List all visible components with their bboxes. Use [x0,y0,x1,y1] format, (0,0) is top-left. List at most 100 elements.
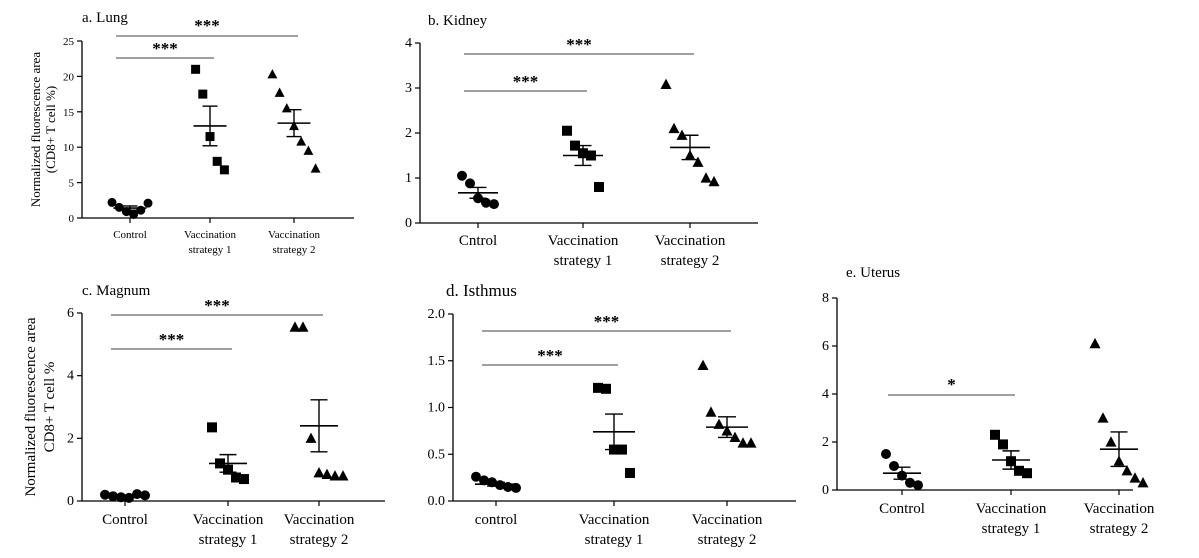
category-label: strategy 2 [272,244,315,256]
y-tick-label: 20 [63,71,75,83]
y-tick-label: 0.0 [428,494,446,509]
data-point [562,125,572,136]
y-tick-label: 1.0 [428,401,446,416]
data-point [471,471,481,482]
data-point [1137,477,1149,488]
y-tick-label: 2 [405,126,412,141]
data-point [267,69,278,79]
category-label: Vaccination [976,501,1047,517]
category-label: Vaccination [1084,501,1155,517]
data-point [107,197,117,207]
significance-label: *** [566,35,592,54]
panel-title: a. Lung [82,10,128,26]
y-tick-label: 2.0 [428,307,446,322]
y-tick-label: 1 [405,171,412,186]
data-point [625,467,635,478]
panel-title: d. Isthmus [446,281,517,300]
category-label: strategy 2 [698,532,757,548]
data-point [289,321,301,332]
category-label: strategy 2 [290,532,349,548]
y-tick-label: 0 [822,483,829,498]
significance-label: *** [537,346,563,365]
data-point [998,439,1008,450]
data-point [1129,472,1141,483]
y-axis-label: (CD8+ T cell %) [43,86,58,173]
category-label: Vaccination [284,512,355,528]
panel-title: e. Uterus [846,265,900,281]
data-point [479,475,489,486]
y-tick-label: 6 [822,339,829,354]
significance-label: *** [159,330,185,349]
y-tick-label: 0 [405,216,412,231]
y-tick-label: 25 [63,36,75,48]
data-point [1121,465,1133,476]
y-tick-label: 10 [63,142,75,154]
category-label: strategy 1 [585,532,644,548]
category-label: strategy 1 [554,253,613,269]
y-tick-label: 8 [822,291,829,306]
data-point [889,461,899,471]
category-label: Vaccination [184,229,236,241]
data-point [1022,468,1032,479]
category-label: strategy 2 [1090,521,1149,537]
y-tick-label: 1.5 [428,354,446,369]
y-axis-label: Normalized fluorescence area [23,317,39,496]
panel-2: b. Kidney 0 1 2 3 4 Cntrol Vaccination strategy … [405,13,758,269]
data-point [296,136,307,146]
category-label: control [475,512,518,528]
y-tick-label: 0.5 [428,447,446,462]
panel-4: d. Isthmus 0.0 0.5 1.0 1.5 2.0 control Vaccinat… [428,281,796,548]
y-tick-label: 2 [67,431,74,446]
data-point [737,437,749,448]
data-point [990,429,1000,440]
category-label: Vaccination [692,512,763,528]
category-label: strategy 1 [199,532,258,548]
category-label: strategy 1 [188,244,231,256]
y-tick-label: 6 [67,306,74,321]
data-point [601,383,611,394]
significance-label: *** [513,72,539,91]
y-tick-label: 0 [69,213,75,225]
y-axis-label: CD8+ T cell % [42,362,58,453]
data-point [239,474,249,485]
panel-title: b. Kidney [428,13,488,29]
category-label: Vaccination [655,233,726,249]
data-point [708,175,720,187]
data-point [212,156,222,166]
category-label: Vaccination [579,512,650,528]
data-point [274,87,285,97]
y-tick-label: 4 [67,369,74,384]
y-tick-label: 3 [405,81,412,96]
data-point [313,467,325,478]
data-point [143,198,153,208]
data-point [303,145,314,155]
y-tick-label: 4 [822,387,829,402]
data-point [207,422,217,433]
data-point [593,382,603,393]
data-point [511,482,521,493]
data-point [700,172,712,183]
category-label: Control [879,501,925,517]
data-point [465,178,475,189]
significance-label: *** [204,296,230,315]
y-axis-label: Normalized fluorescence area [28,52,43,207]
data-point [297,321,309,332]
category-label: Vaccination [548,233,619,249]
data-point [100,489,110,500]
data-point [594,182,604,192]
data-point [668,122,680,134]
data-point [660,78,672,89]
data-point [310,163,321,173]
data-point [281,103,292,113]
data-point [198,89,208,99]
panel-1: a. Lung 0 5 10 15 20 25 Control Vaccination strat… [28,10,354,256]
data-point [121,207,131,217]
data-point [305,432,317,443]
data-point [745,437,757,448]
data-point [905,477,915,488]
data-point [481,197,491,208]
data-point [1097,412,1109,423]
data-point [219,165,229,175]
data-point [697,359,709,371]
